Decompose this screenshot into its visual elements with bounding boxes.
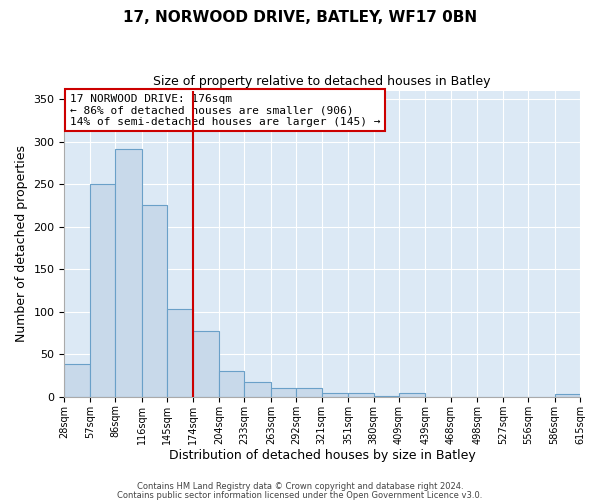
Bar <box>193 332 219 397</box>
Bar <box>348 394 374 397</box>
Text: 17 NORWOOD DRIVE: 176sqm
← 86% of detached houses are smaller (906)
14% of semi-: 17 NORWOOD DRIVE: 176sqm ← 86% of detach… <box>70 94 380 127</box>
Title: Size of property relative to detached houses in Batley: Size of property relative to detached ho… <box>154 75 491 88</box>
Bar <box>115 150 142 397</box>
Bar <box>64 364 90 397</box>
Text: Contains public sector information licensed under the Open Government Licence v3: Contains public sector information licen… <box>118 490 482 500</box>
Text: Contains HM Land Registry data © Crown copyright and database right 2024.: Contains HM Land Registry data © Crown c… <box>137 482 463 491</box>
Bar <box>219 372 244 397</box>
Bar <box>322 394 348 397</box>
Bar <box>142 206 167 397</box>
Bar <box>271 388 296 397</box>
Bar <box>244 382 271 397</box>
Bar <box>374 396 399 397</box>
Bar <box>554 394 580 397</box>
Bar <box>296 388 322 397</box>
Bar <box>399 394 425 397</box>
Text: 17, NORWOOD DRIVE, BATLEY, WF17 0BN: 17, NORWOOD DRIVE, BATLEY, WF17 0BN <box>123 10 477 25</box>
X-axis label: Distribution of detached houses by size in Batley: Distribution of detached houses by size … <box>169 450 476 462</box>
Bar <box>167 309 193 397</box>
Bar <box>90 184 115 397</box>
Y-axis label: Number of detached properties: Number of detached properties <box>15 145 28 342</box>
